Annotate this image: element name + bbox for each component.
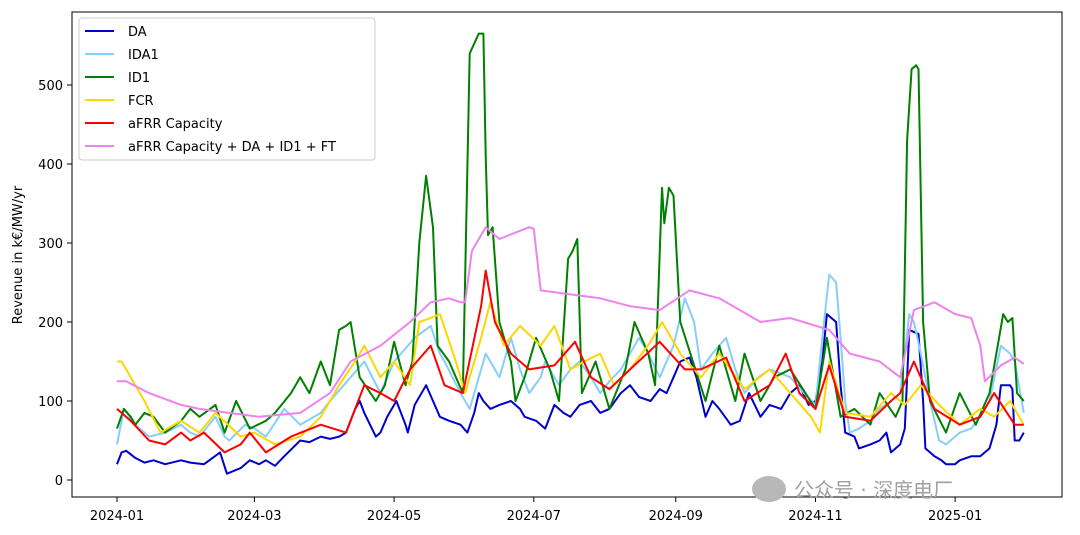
y-tick-label: 100 [38, 395, 63, 410]
y-tick-label: 400 [38, 158, 63, 173]
legend-label: FCR [128, 94, 154, 109]
series-line-afrr-capacity-da-id1-ft [117, 226, 1025, 418]
y-tick-label: 200 [38, 316, 63, 331]
legend-box [78, 17, 376, 161]
x-tick-label: 2024-09 [649, 509, 703, 524]
y-tick-label: 300 [38, 237, 63, 252]
legend-label: DA [128, 25, 147, 40]
x-tick-label: 2024-05 [367, 509, 421, 524]
legend: DA IDA1 ID1 FCR aFRR Capacity aFRR Capacity +… [78, 17, 376, 161]
series-line-id1 [116, 32, 1025, 434]
legend-label: ID1 [128, 71, 150, 86]
y-tick-label: 0 [55, 474, 63, 489]
plot-frame [71, 11, 1063, 498]
x-tick-label: 2024-03 [227, 509, 281, 524]
series-line-ida1 [116, 273, 1025, 446]
wechat-icon [752, 475, 786, 502]
x-axis: 2024-01 2024-03 2024-05 2024-07 2024-09 2024-… [90, 497, 982, 524]
series-line-afrr-capacity [116, 269, 1024, 454]
y-axis-label: Revenue in k€/MW/yr [11, 185, 26, 324]
x-tick-label: 2024-07 [507, 509, 561, 524]
legend-label: IDA1 [128, 48, 159, 63]
watermark: 公众号 · 深度电厂 [752, 474, 953, 503]
x-tick-label: 2024-01 [90, 509, 144, 524]
watermark-text: 公众号 · 深度电厂 [794, 478, 954, 502]
legend-label: aFRR Capacity + DA + ID1 + FT [128, 140, 336, 155]
x-tick-label: 2024-11 [788, 509, 842, 524]
y-axis: 0 100 200 300 400 500 [38, 79, 72, 489]
x-tick-label: 2025-01 [928, 509, 982, 524]
legend-label: aFRR Capacity [128, 117, 223, 132]
series-line-da [116, 313, 1025, 475]
series-lines [116, 32, 1025, 475]
y-tick-label: 500 [38, 79, 63, 94]
series-line-fcr [117, 301, 1025, 446]
